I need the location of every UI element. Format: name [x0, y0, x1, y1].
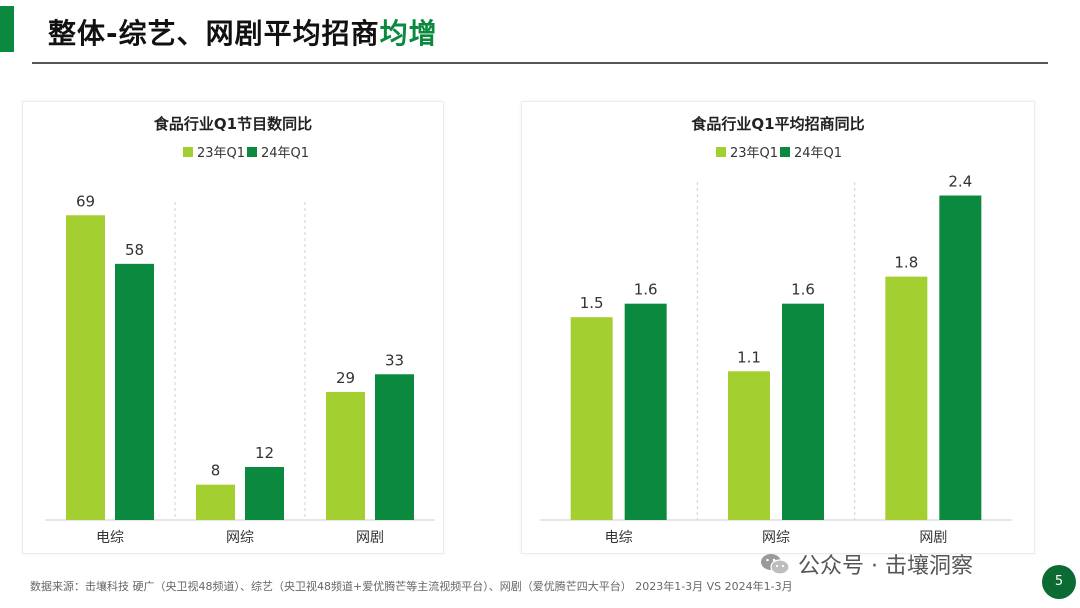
legend-label-1: 23年Q1	[197, 146, 245, 161]
bar-value-label: 58	[125, 241, 144, 259]
bar-24q1	[939, 195, 982, 520]
chart-title: 食品行业Q1节目数同比	[154, 115, 312, 133]
page-title: 整体-综艺、网剧平均招商均增	[48, 12, 438, 52]
chart-title: 食品行业Q1平均招商同比	[691, 115, 864, 133]
bar-23q1	[885, 276, 928, 520]
page-title-main: 整体-综艺、网剧平均招商	[48, 17, 380, 50]
bar-value-label: 69	[76, 192, 95, 210]
legend-swatch-1	[183, 147, 193, 157]
page-number: 5	[1042, 565, 1076, 599]
bar-value-label: 29	[336, 369, 355, 387]
bar-value-label: 1.6	[791, 281, 815, 299]
category-label: 电综	[605, 530, 633, 546]
category-label: 网综	[762, 530, 790, 546]
data-source-footnote: 数据来源：击壤科技 硬广（央卫视48频道）、综艺（央卫视48频道+爱优腾芒等主流…	[30, 580, 793, 593]
bar-23q1	[66, 215, 105, 520]
wechat-watermark: 公众号 · 击壤洞察	[760, 548, 973, 580]
chart-program-count: 食品行业Q1节目数同比 23年Q1 24年Q1 69 58 电综 8 12 网综 29 33 网剧	[45, 115, 435, 546]
legend-label-2: 24年Q1	[261, 146, 309, 161]
bar-value-label: 2.4	[948, 173, 972, 191]
wechat-icon	[761, 554, 790, 575]
chart-avg-sponsorship: 食品行业Q1平均招商同比 23年Q1 24年Q1 1.5 1.6 电综 1.1 1.6 网综 1.…	[540, 115, 1012, 546]
bar-value-label: 8	[211, 462, 221, 480]
bar-23q1	[196, 484, 235, 520]
bar-24q1	[624, 303, 667, 520]
bar-23q1	[728, 371, 770, 520]
bar-value-label: 1.5	[580, 294, 604, 312]
watermark-text: 公众号 · 击壤洞察	[798, 554, 973, 579]
bar-value-label: 1.8	[894, 254, 918, 272]
bar-23q1	[570, 317, 613, 520]
bar-24q1	[115, 263, 154, 520]
legend-label-1: 23年Q1	[730, 146, 778, 161]
chart-panel-avg-sponsorship: 食品行业Q1平均招商同比 23年Q1 24年Q1 1.5 1.6 电综 1.1 1.6 网综 1.…	[521, 101, 1035, 554]
bar-23q1	[326, 391, 365, 520]
chart-panel-program-count: 食品行业Q1节目数同比 23年Q1 24年Q1 69 58 电综 8 12 网综 29 33 网剧	[22, 101, 444, 554]
page-title-highlight: 均增	[379, 17, 438, 50]
category-label: 网剧	[356, 530, 384, 546]
bar-24q1	[245, 467, 284, 520]
category-label: 电综	[96, 530, 124, 546]
bar-value-label: 1.1	[737, 348, 761, 366]
legend-swatch-2	[780, 147, 790, 157]
bar-value-label: 1.6	[634, 281, 658, 299]
bar-24q1	[782, 303, 824, 520]
legend-swatch-1	[716, 147, 726, 157]
legend-label-2: 24年Q1	[794, 146, 842, 161]
category-label: 网剧	[919, 530, 947, 546]
bar-value-label: 33	[385, 351, 404, 369]
bar-value-label: 12	[255, 444, 274, 462]
legend-swatch-2	[247, 147, 257, 157]
bar-24q1	[375, 374, 414, 520]
title-accent-bar	[0, 6, 14, 52]
title-divider	[32, 62, 1048, 64]
category-label: 网综	[226, 530, 254, 546]
